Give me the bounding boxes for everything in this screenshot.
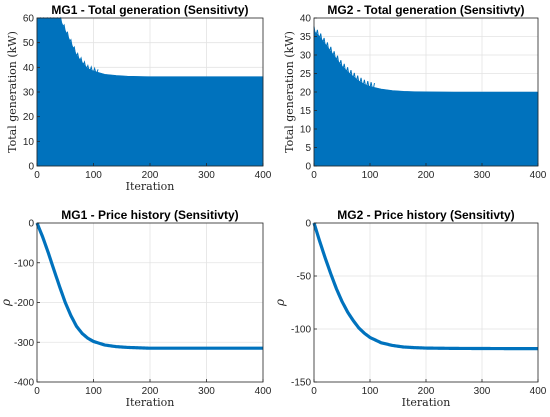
chart-panel-4: 0 100 200 300 400 -150 -100 -50 0 MG2 - Price his… bbox=[273, 208, 547, 409]
chart-title: MG2 - Price history (Sensitivty) bbox=[337, 208, 514, 222]
y-tick-label: -150 bbox=[291, 378, 311, 389]
y-tick-label: 50 bbox=[23, 38, 35, 49]
y-tick-label: 40 bbox=[300, 14, 312, 25]
y-axis-label: ρ bbox=[0, 299, 13, 307]
chart-title: MG2 - Total generation (Sensitivty) bbox=[327, 3, 524, 17]
x-axis-label: Iteration bbox=[126, 396, 175, 409]
x-tick-label: 200 bbox=[418, 170, 435, 181]
y-axis-label: Total generation (kW) bbox=[6, 31, 19, 153]
y-tick-label: 35 bbox=[300, 32, 312, 43]
y-tick-label: 0 bbox=[305, 162, 311, 173]
x-tick-label: 400 bbox=[255, 170, 272, 181]
y-tick-label: 0 bbox=[305, 219, 311, 230]
x-tick-label: 200 bbox=[142, 386, 159, 397]
y-tick-label: 60 bbox=[23, 14, 35, 25]
x-tick-label: 0 bbox=[34, 386, 40, 397]
y-tick-label: 30 bbox=[23, 88, 35, 99]
y-tick-label: 15 bbox=[300, 106, 312, 117]
x-tick-label: 100 bbox=[85, 386, 102, 397]
chart-panel-3: 0 100 200 300 400 -400 -300 -200 -100 0 MG1 - Pric… bbox=[0, 208, 272, 409]
y-tick-label: 10 bbox=[23, 137, 35, 148]
x-axis-label: Iteration bbox=[126, 180, 175, 193]
chart-panel-2: 0 100 200 300 400 0 5 10 15 20 25 30 35 40 MG2 - Total… bbox=[283, 3, 547, 181]
y-tick-label: -200 bbox=[14, 298, 34, 309]
y-tick-label: -100 bbox=[14, 258, 34, 269]
series-line bbox=[312, 222, 539, 351]
x-tick-label: 0 bbox=[311, 170, 317, 181]
x-tick-label: 300 bbox=[474, 170, 491, 181]
x-tick-label: 100 bbox=[85, 170, 102, 181]
x-tick-label: 0 bbox=[311, 386, 317, 397]
chart-title: MG1 - Total generation (Sensitivty) bbox=[51, 3, 248, 17]
y-tick-label: 40 bbox=[23, 63, 35, 74]
x-tick-label: 300 bbox=[198, 170, 215, 181]
x-tick-label: 400 bbox=[530, 386, 547, 397]
y-tick-label: 0 bbox=[28, 219, 34, 230]
y-tick-label: 30 bbox=[300, 51, 312, 62]
y-tick-label: -400 bbox=[14, 378, 34, 389]
x-tick-label: 200 bbox=[142, 170, 159, 181]
y-tick-label: -300 bbox=[14, 338, 34, 349]
y-tick-label: 5 bbox=[305, 143, 311, 154]
x-tick-label: 100 bbox=[362, 170, 379, 181]
chart-title: MG1 - Price history (Sensitivty) bbox=[61, 208, 238, 222]
y-tick-label: 20 bbox=[300, 88, 312, 99]
y-tick-label: 20 bbox=[23, 112, 35, 123]
chart-panel-1: 0 100 200 300 400 0 10 20 30 40 50 60 MG1 - Total ge… bbox=[6, 3, 272, 193]
x-axis-label: Iteration bbox=[402, 396, 451, 409]
y-axis-label: Total generation (kW) bbox=[283, 31, 296, 153]
series-line bbox=[35, 222, 264, 350]
y-tick-label: -100 bbox=[291, 325, 311, 336]
x-tick-label: 400 bbox=[530, 170, 547, 181]
x-tick-label: 300 bbox=[474, 386, 491, 397]
x-tick-label: 400 bbox=[255, 386, 272, 397]
y-tick-label: 0 bbox=[28, 162, 34, 173]
x-tick-label: 300 bbox=[198, 386, 215, 397]
x-tick-label: 100 bbox=[362, 386, 379, 397]
x-tick-label: 0 bbox=[34, 170, 40, 181]
series-oscillation bbox=[313, 26, 375, 92]
y-tick-label: -50 bbox=[297, 272, 312, 283]
x-tick-label: 200 bbox=[418, 386, 435, 397]
y-axis-label: ρ bbox=[273, 299, 287, 307]
y-tick-label: 10 bbox=[300, 125, 312, 136]
y-tick-label: 25 bbox=[300, 69, 312, 80]
